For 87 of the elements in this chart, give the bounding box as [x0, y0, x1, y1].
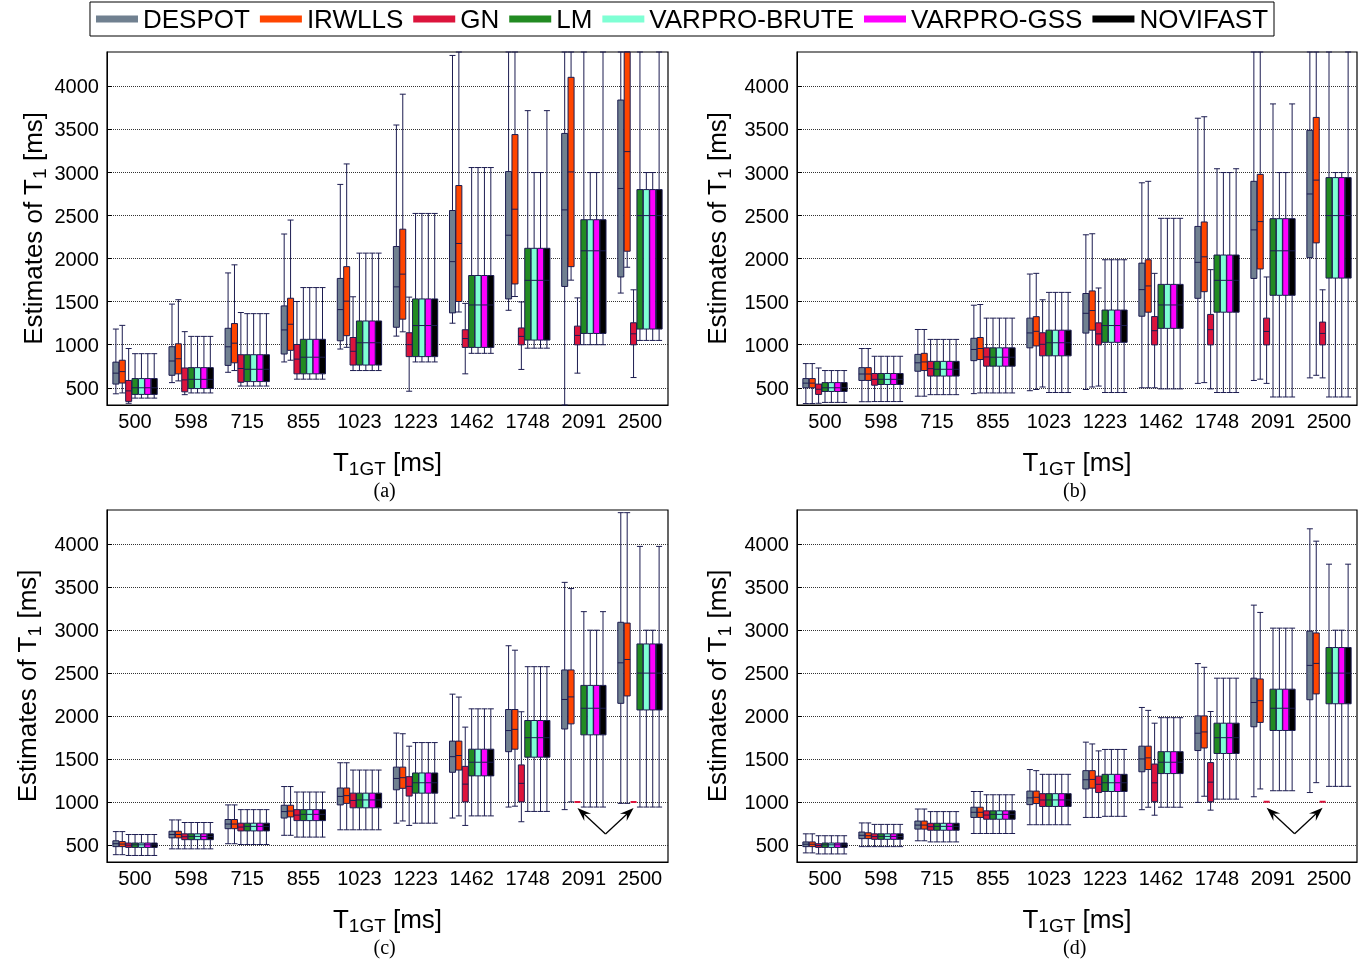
x-tick-label: 500 [808, 867, 842, 889]
y-tick-label: 4000 [744, 533, 789, 556]
y-tick-label: 2000 [744, 705, 789, 728]
y-axis-title: Estimates of T1 [ms] [702, 111, 735, 345]
y-tick-label: 4000 [744, 75, 789, 98]
x-tick-label: 1023 [1026, 867, 1072, 889]
x-tick-label: 2091 [1250, 410, 1296, 432]
y-tick-label: 2500 [744, 662, 789, 685]
x-tick-label: 2500 [617, 410, 663, 432]
y-axis-title: Estimates of T1 [ms] [12, 569, 45, 803]
x-tick-label: 855 [976, 410, 1010, 432]
y-tick-label: 3000 [54, 619, 99, 642]
text: (b) [1063, 479, 1087, 502]
x-tick-label: 1023 [337, 867, 382, 889]
y-tick-label: 3500 [54, 118, 99, 141]
x-tick-label: 1023 [1026, 410, 1072, 432]
y-tick-label: 3000 [54, 161, 99, 184]
x-tick-label: 500 [118, 867, 152, 889]
y-tick-label: 500 [65, 833, 99, 856]
x-tick-label: 1462 [1138, 410, 1184, 432]
y-tick-label: 1000 [744, 790, 789, 813]
x-tick-label: 855 [286, 867, 321, 889]
x-tick-label: 2091 [561, 867, 607, 889]
y-tick-label: 1000 [54, 333, 99, 356]
x-tick-label: 1223 [1082, 867, 1128, 889]
x-tick-label: 1223 [393, 867, 438, 889]
y-tick-label: 1000 [744, 333, 789, 356]
y-tick-label: 3500 [54, 576, 99, 599]
y-tick-label: 3500 [744, 576, 789, 599]
text: (c) [373, 936, 396, 959]
y-tick-label: 1500 [744, 290, 789, 313]
x-tick-label: 598 [174, 867, 208, 889]
y-tick-label: 2500 [54, 204, 99, 227]
y-tick-label: 1500 [54, 290, 99, 313]
y-tick-label: 2500 [744, 204, 789, 227]
y-axis-title: Estimates of T1 [ms] [702, 569, 735, 803]
x-tick-label: 855 [976, 867, 1010, 889]
y-tick-label: 2000 [744, 247, 789, 270]
y-tick-label: 1000 [54, 790, 99, 813]
y-tick-label: 500 [65, 376, 99, 399]
y-tick-label: 4000 [54, 75, 99, 98]
x-tick-label: 715 [230, 867, 264, 889]
x-tick-label: 1223 [393, 410, 438, 432]
x-tick-label: 1462 [449, 410, 494, 432]
x-tick-label: 598 [864, 410, 898, 432]
y-tick-label: 3000 [744, 619, 789, 642]
x-tick-label: 1023 [337, 410, 382, 432]
y-tick-label: 1500 [54, 747, 99, 770]
x-tick-label: 500 [808, 410, 842, 432]
x-tick-label: 1462 [449, 867, 494, 889]
x-tick-label: 2500 [1306, 867, 1352, 889]
legend-label: IRWLLS [306, 4, 404, 34]
y-tick-label: 2500 [54, 662, 99, 685]
x-tick-label: 1223 [1082, 410, 1128, 432]
legend-label: VARPRO-GSS [911, 4, 1083, 34]
y-tick-label: 500 [755, 376, 789, 399]
x-tick-label: 715 [920, 410, 954, 432]
x-tick-label: 1748 [1194, 867, 1240, 889]
x-tick-label: 598 [864, 867, 898, 889]
legend-label: GN [460, 4, 500, 34]
y-tick-label: 4000 [54, 533, 99, 556]
y-tick-label: 3000 [744, 161, 789, 184]
x-tick-label: 715 [920, 867, 954, 889]
x-tick-label: 1748 [505, 867, 550, 889]
y-tick-label: 3500 [744, 118, 789, 141]
x-tick-label: 855 [286, 410, 321, 432]
y-tick-label: 500 [755, 833, 789, 856]
x-tick-label: 1462 [1138, 867, 1184, 889]
x-tick-label: 500 [118, 410, 152, 432]
x-tick-label: 2091 [561, 410, 607, 432]
y-axis-title: Estimates of T1 [ms] [17, 111, 50, 345]
x-tick-label: 1748 [1194, 410, 1240, 432]
x-tick-label: 598 [174, 410, 208, 432]
x-tick-label: 1748 [505, 410, 550, 432]
legend-label: LM [556, 4, 593, 34]
legend-label: DESPOT [142, 4, 251, 34]
legend-label: NOVIFAST [1139, 4, 1269, 34]
text: (a) [373, 479, 396, 502]
x-tick-label: 2500 [1306, 410, 1352, 432]
y-tick-label: 2000 [54, 247, 99, 270]
x-tick-label: 2500 [617, 867, 663, 889]
y-tick-label: 2000 [54, 705, 99, 728]
text: (d) [1063, 936, 1087, 959]
x-tick-label: 2091 [1250, 867, 1296, 889]
legend-label: VARPRO-BRUTE [649, 4, 854, 34]
y-tick-label: 1500 [744, 747, 789, 770]
x-tick-label: 715 [230, 410, 264, 432]
